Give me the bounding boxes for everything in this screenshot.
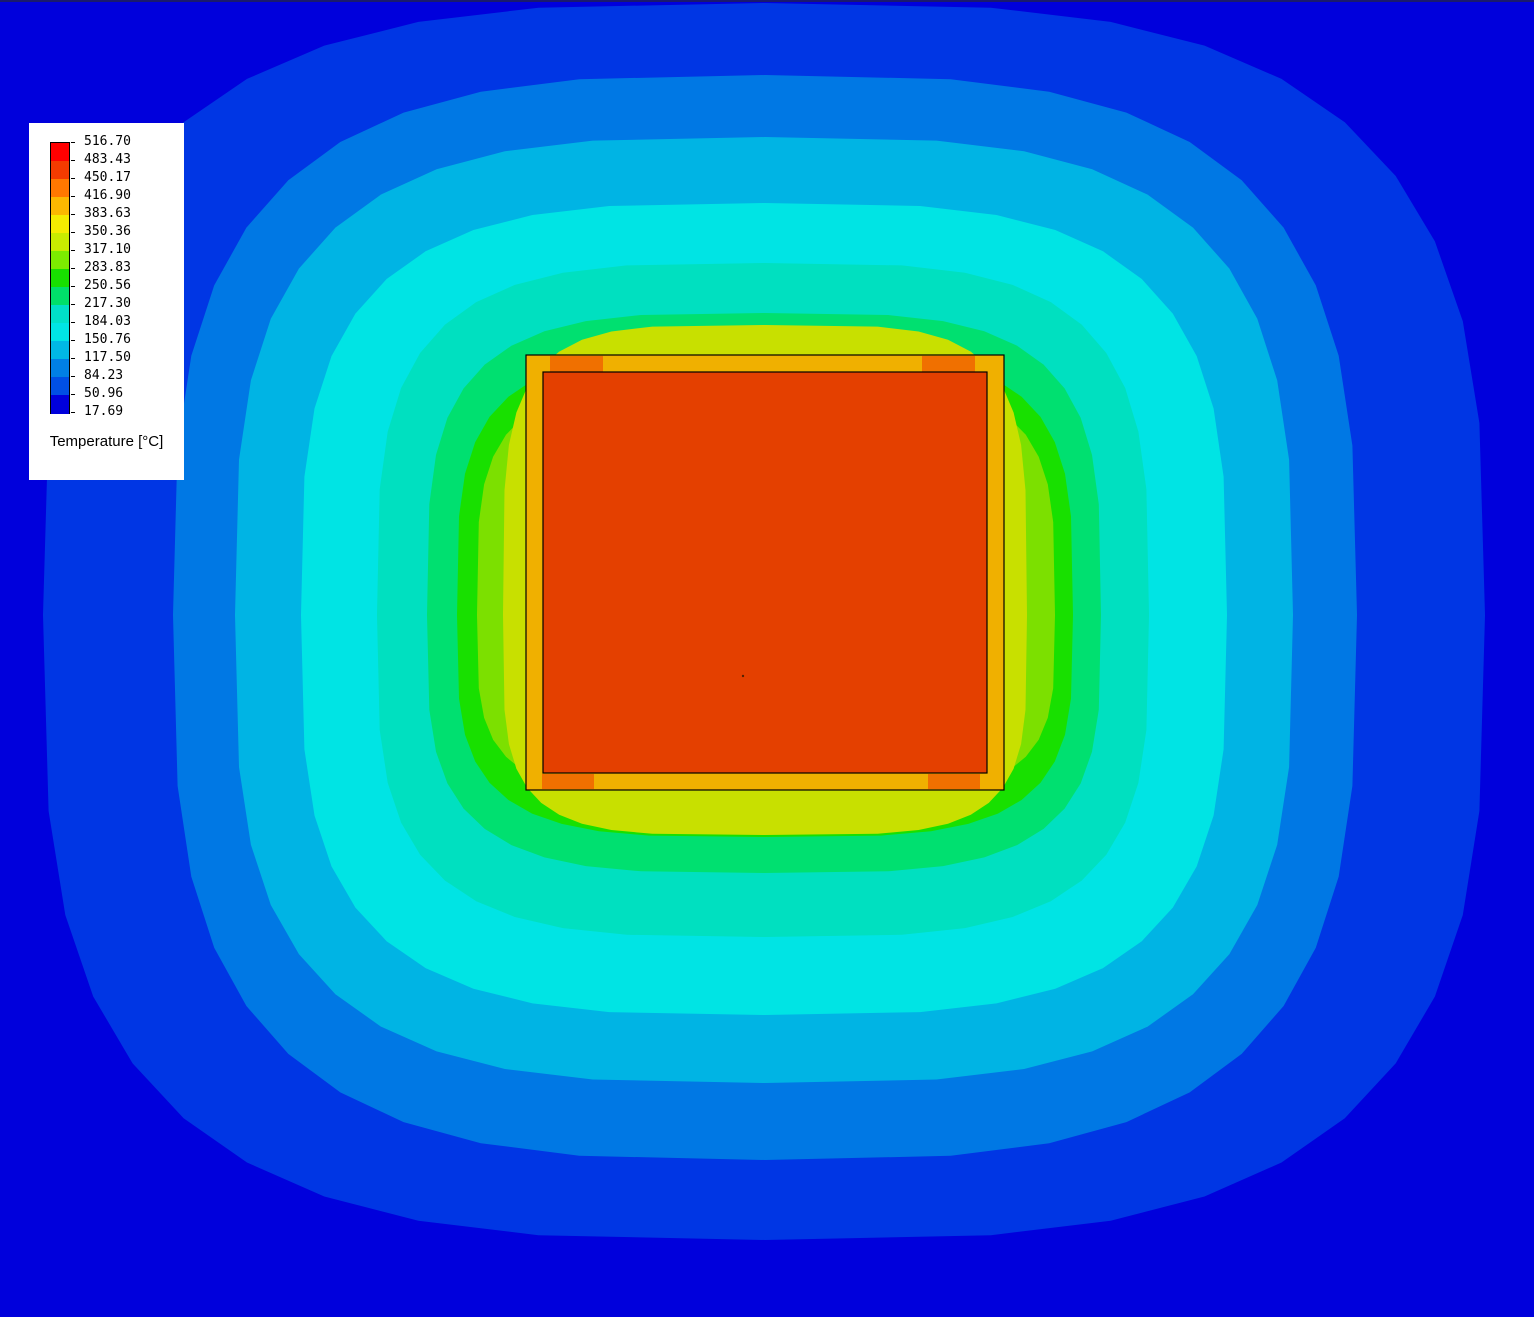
- legend-tick-label: 516.70: [84, 134, 131, 149]
- legend-tick: 150.76: [71, 333, 131, 347]
- legend-tick-mark: [71, 159, 75, 161]
- legend-swatch: [51, 323, 69, 342]
- legend-tick-label: 450.17: [84, 170, 131, 185]
- legend-tick-mark: [71, 321, 75, 323]
- legend-tick-label: 483.43: [84, 152, 131, 167]
- legend-swatch: [51, 395, 69, 414]
- slab-corner-accent: [550, 356, 603, 372]
- legend-tick: 350.36: [71, 225, 131, 239]
- slab-corner-accent: [928, 774, 980, 789]
- legend-tick-label: 283.83: [84, 260, 131, 275]
- legend-tick: 117.50: [71, 351, 131, 365]
- legend-swatch: [51, 161, 69, 180]
- legend-swatch: [51, 359, 69, 378]
- legend-tick-mark: [71, 411, 75, 413]
- legend-tick: 383.63: [71, 207, 131, 221]
- legend-tick: 50.96: [71, 387, 123, 401]
- legend-tick-mark: [71, 249, 75, 251]
- legend-tick-mark: [71, 141, 75, 143]
- legend-tick-mark: [71, 375, 75, 377]
- slab-corner-accent: [542, 774, 594, 789]
- legend-swatch: [51, 251, 69, 270]
- legend-tick-label: 150.76: [84, 332, 131, 347]
- legend-tick-mark: [71, 267, 75, 269]
- slab-body: [542, 371, 988, 774]
- legend-color-bar: [50, 142, 70, 414]
- legend-swatch: [51, 269, 69, 288]
- temperature-legend: 516.70 483.43 450.17 416.90 383.63 350.36 317.…: [29, 123, 184, 480]
- legend-swatch: [51, 143, 69, 162]
- legend-swatch: [51, 233, 69, 252]
- legend-tick-mark: [71, 303, 75, 305]
- legend-title: Temperature [°C]: [49, 433, 164, 450]
- legend-tick-mark: [71, 339, 75, 341]
- legend-tick-mark: [71, 231, 75, 233]
- legend-tick-mark: [71, 357, 75, 359]
- legend-tick: 217.30: [71, 297, 131, 311]
- legend-tick-label: 184.03: [84, 314, 131, 329]
- legend-tick-label: 117.50: [84, 350, 131, 365]
- legend-tick-mark: [71, 285, 75, 287]
- legend-tick-mark: [71, 213, 75, 215]
- legend-swatch: [51, 305, 69, 324]
- legend-tick: 17.69: [71, 405, 123, 419]
- legend-tick-label: 84.23: [84, 368, 124, 383]
- legend-tick: 250.56: [71, 279, 131, 293]
- legend-tick-label: 50.96: [84, 386, 124, 401]
- legend-tick-mark: [71, 195, 75, 197]
- legend-tick: 283.83: [71, 261, 131, 275]
- slab-center-marker: [741, 674, 745, 678]
- legend-tick-label: 350.36: [84, 224, 131, 239]
- legend-tick: 416.90: [71, 189, 131, 203]
- legend-tick-label: 317.10: [84, 242, 131, 257]
- legend-tick: 317.10: [71, 243, 131, 257]
- legend-tick: 516.70: [71, 135, 131, 149]
- legend-swatch: [51, 377, 69, 396]
- legend-tick: 84.23: [71, 369, 123, 383]
- legend-tick-label: 17.69: [84, 404, 124, 419]
- legend-tick-label: 250.56: [84, 278, 131, 293]
- legend-tick-label: 416.90: [84, 188, 131, 203]
- legend-tick: 450.17: [71, 171, 131, 185]
- legend-tick-mark: [71, 177, 75, 179]
- legend-tick-mark: [71, 393, 75, 395]
- legend-swatch: [51, 341, 69, 360]
- legend-swatch: [51, 179, 69, 198]
- legend-tick: 483.43: [71, 153, 131, 167]
- legend-swatch: [51, 287, 69, 306]
- slab-corner-accent: [922, 356, 975, 372]
- legend-tick-label: 217.30: [84, 296, 131, 311]
- legend-tick: 184.03: [71, 315, 131, 329]
- legend-swatch: [51, 215, 69, 234]
- legend-tick-label: 383.63: [84, 206, 131, 221]
- legend-swatch: [51, 197, 69, 216]
- viewport-top-border: [0, 0, 1534, 2]
